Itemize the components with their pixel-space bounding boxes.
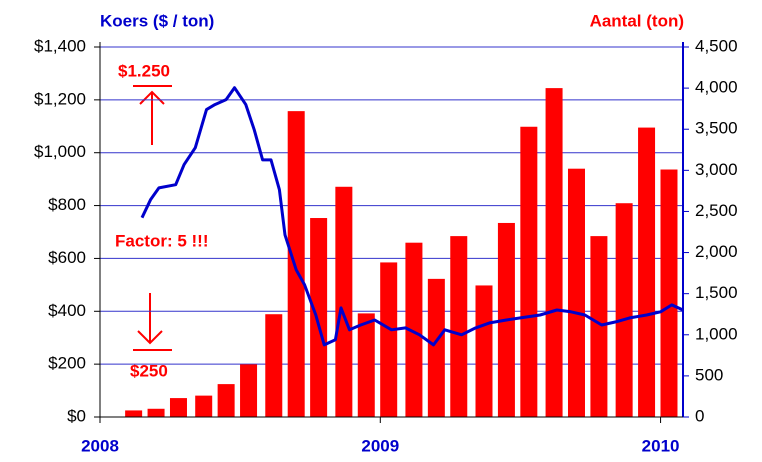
bar [660, 169, 678, 417]
y2-tick-label: 2,000 [695, 242, 738, 261]
y2-tick-label: 500 [695, 365, 723, 384]
y-tick-label: $0 [67, 406, 86, 425]
y-tick-label: $800 [48, 195, 86, 214]
bar [240, 364, 258, 417]
y2-tick-label: 1,000 [695, 324, 738, 343]
price-line [140, 86, 684, 347]
bar [125, 410, 143, 417]
x-tick-label: 2008 [81, 436, 119, 455]
y2-tick-label: 3,000 [695, 160, 738, 179]
bar [195, 395, 213, 417]
annotation: Factor: 5 !!! [115, 231, 209, 250]
bar [310, 218, 328, 417]
y2-tick-label: 1,500 [695, 283, 738, 302]
y-tick-label: $400 [48, 301, 86, 320]
bar [545, 88, 563, 417]
bar [405, 242, 423, 417]
bar [615, 203, 633, 417]
bar [357, 313, 375, 417]
y2-axis-title: Aantal (ton) [590, 11, 684, 30]
y2-tick-label: 2,500 [695, 201, 738, 220]
y2-tick-label: 4,000 [695, 78, 738, 97]
bar [287, 111, 305, 417]
bar [590, 236, 608, 417]
y-tick-label: $1,200 [34, 89, 86, 108]
bar [169, 398, 187, 417]
bar [450, 236, 468, 417]
annotation: $1.250 [118, 61, 170, 80]
bar [567, 168, 585, 417]
bar [147, 408, 165, 417]
bar [335, 186, 353, 417]
bar [380, 262, 398, 417]
bar [475, 285, 493, 417]
x-tick-label: 2009 [361, 436, 399, 455]
annotation: $250 [130, 361, 168, 380]
y-tick-label: $600 [48, 248, 86, 267]
y-axis-title: Koers ($ / ton) [100, 11, 214, 30]
y2-tick-label: 4,500 [695, 36, 738, 55]
y2-tick-label: 3,500 [695, 119, 738, 138]
bar [638, 127, 656, 418]
bar [265, 314, 283, 417]
bar [217, 384, 235, 417]
y-tick-label: $200 [48, 354, 86, 373]
y-tick-label: $1,000 [34, 142, 86, 161]
bar [427, 278, 445, 417]
x-tick-label: 2010 [642, 436, 680, 455]
y-tick-label: $1,400 [34, 36, 86, 55]
y2-tick-label: 0 [695, 406, 704, 425]
bar [520, 126, 538, 417]
annotation-arrows [133, 85, 172, 351]
